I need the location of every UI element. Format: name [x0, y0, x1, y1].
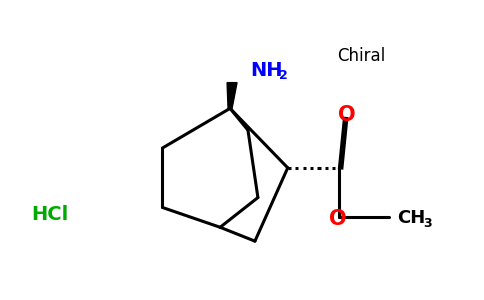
- Text: CH: CH: [397, 209, 425, 227]
- Text: Chiral: Chiral: [337, 47, 386, 65]
- Text: O: O: [337, 105, 355, 125]
- Text: 3: 3: [423, 217, 432, 230]
- Text: O: O: [329, 209, 346, 230]
- Text: NH: NH: [250, 61, 283, 80]
- Text: 2: 2: [279, 69, 287, 82]
- Text: HCl: HCl: [31, 205, 68, 224]
- Polygon shape: [227, 82, 237, 108]
